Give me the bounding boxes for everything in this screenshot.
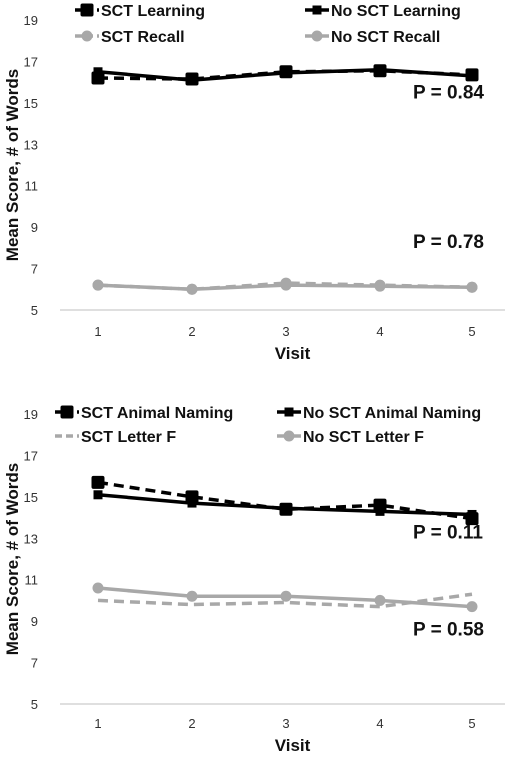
data-point bbox=[281, 68, 291, 78]
x-tick-label: 1 bbox=[94, 716, 101, 731]
legend-label: SCT Animal Naming bbox=[81, 405, 233, 422]
x-tick-label: 1 bbox=[94, 324, 101, 339]
legend-label: No SCT Animal Naming bbox=[303, 405, 481, 422]
y-tick-label: 13 bbox=[24, 137, 38, 152]
y-tick-label: 15 bbox=[24, 490, 38, 505]
y-tick-label: 19 bbox=[24, 13, 38, 28]
legend-label: SCT Learning bbox=[101, 3, 205, 20]
p-value-label: P = 0.11 bbox=[413, 522, 483, 543]
legend-swatch-marker bbox=[80, 3, 94, 17]
y-axis-title: Mean Score, # of Words bbox=[3, 69, 22, 261]
legend-label: No SCT Learning bbox=[331, 3, 461, 20]
y-tick-label: 17 bbox=[24, 448, 38, 463]
x-axis-title: Visit bbox=[275, 736, 311, 755]
legend-label: No SCT Recall bbox=[331, 29, 440, 46]
legend-label: No SCT Letter F bbox=[303, 429, 424, 446]
legend-swatch-marker bbox=[284, 407, 294, 417]
data-point bbox=[91, 475, 105, 489]
data-point bbox=[280, 279, 292, 291]
y-tick-label: 19 bbox=[24, 407, 38, 422]
data-point bbox=[92, 279, 104, 291]
y-tick-label: 5 bbox=[31, 303, 38, 318]
x-tick-label: 3 bbox=[282, 716, 289, 731]
data-point bbox=[281, 503, 291, 513]
legend-label: SCT Letter F bbox=[81, 429, 176, 446]
y-tick-label: 11 bbox=[25, 573, 39, 588]
x-tick-label: 3 bbox=[282, 324, 289, 339]
x-tick-label: 4 bbox=[376, 716, 383, 731]
data-point bbox=[186, 283, 198, 295]
data-point bbox=[280, 590, 292, 602]
data-point bbox=[467, 71, 477, 81]
bottom-chart: 5 7 9 11 13 15 17 19 1 2 3 4 5 Visit Mean Score, # of … bbox=[3, 405, 505, 755]
x-tick-label: 5 bbox=[468, 324, 475, 339]
p-value-label: P = 0.78 bbox=[413, 232, 484, 253]
data-point bbox=[93, 490, 103, 500]
data-point bbox=[186, 590, 198, 602]
y-tick-label: 7 bbox=[31, 656, 38, 671]
y-tick-label: 9 bbox=[31, 220, 38, 235]
data-point bbox=[374, 280, 386, 292]
x-axis-title: Visit bbox=[275, 344, 311, 363]
data-point bbox=[467, 509, 477, 519]
legend-swatch-marker bbox=[81, 30, 93, 42]
legend-swatch-marker bbox=[311, 30, 323, 42]
data-point bbox=[374, 594, 386, 606]
y-tick-label: 11 bbox=[25, 179, 39, 194]
x-tick-label: 4 bbox=[376, 324, 383, 339]
y-tick-label: 13 bbox=[24, 531, 38, 546]
y-tick-label: 7 bbox=[31, 262, 38, 277]
legend-label: SCT Recall bbox=[101, 29, 185, 46]
data-point bbox=[375, 65, 385, 75]
y-tick-label: 9 bbox=[31, 614, 38, 629]
top-chart: 5 7 9 11 13 15 17 19 1 2 3 4 5 Visit Mean Score, # of … bbox=[3, 3, 505, 363]
data-point bbox=[466, 281, 478, 293]
data-point bbox=[92, 582, 104, 594]
legend-swatch-marker bbox=[312, 5, 322, 15]
legend-swatch-marker bbox=[60, 405, 74, 419]
p-value-label: P = 0.84 bbox=[413, 83, 484, 104]
legend-swatch-marker bbox=[283, 430, 295, 442]
data-point bbox=[187, 498, 197, 508]
p-value-label: P = 0.58 bbox=[413, 620, 484, 641]
y-tick-label: 5 bbox=[31, 697, 38, 712]
data-point bbox=[93, 67, 103, 77]
x-tick-label: 2 bbox=[188, 324, 195, 339]
data-point bbox=[466, 601, 478, 613]
data-point bbox=[375, 506, 385, 516]
y-tick-label: 15 bbox=[24, 96, 38, 111]
x-tick-label: 2 bbox=[188, 716, 195, 731]
y-tick-label: 17 bbox=[24, 54, 38, 69]
x-tick-label: 5 bbox=[468, 716, 475, 731]
y-axis-title: Mean Score, # of Words bbox=[3, 463, 22, 655]
data-point bbox=[187, 75, 197, 85]
